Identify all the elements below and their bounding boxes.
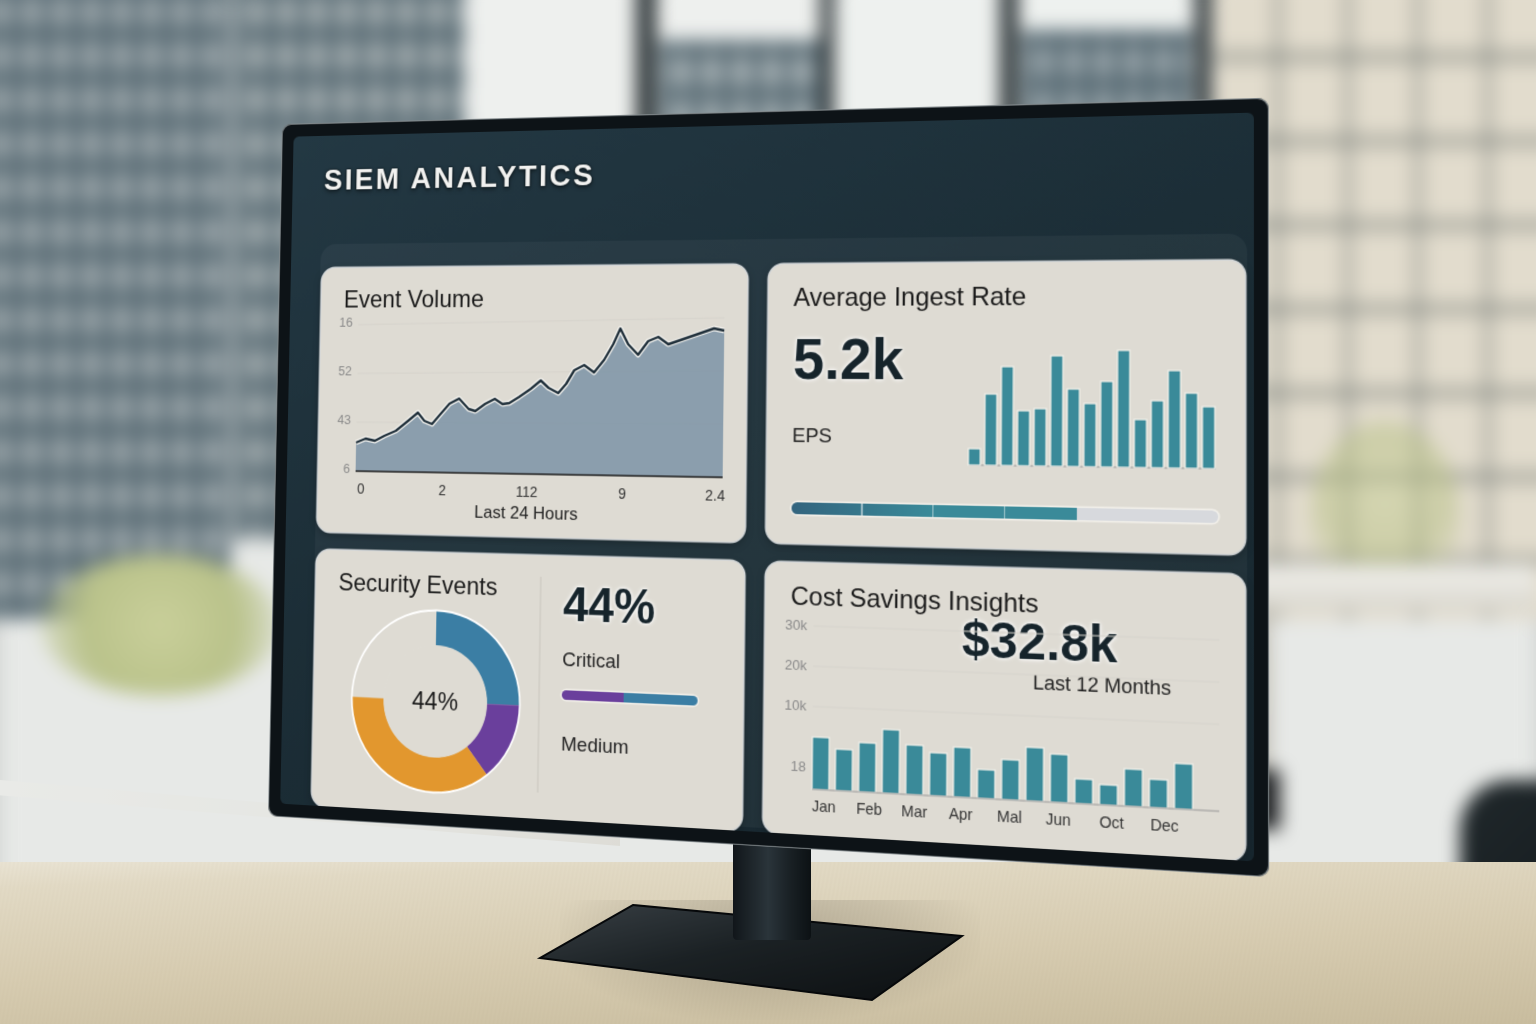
svg-text:9: 9: [618, 486, 626, 502]
svg-text:0: 0: [357, 481, 365, 497]
svg-text:18: 18: [791, 757, 806, 774]
svg-text:2: 2: [438, 483, 446, 499]
svg-text:Dec: Dec: [1150, 816, 1179, 835]
svg-text:Oct: Oct: [1099, 814, 1124, 833]
svg-text:20k: 20k: [785, 656, 808, 673]
svg-text:10k: 10k: [784, 696, 807, 714]
svg-text:Apr: Apr: [949, 805, 973, 823]
svg-text:Mar: Mar: [901, 803, 928, 821]
svg-text:Jan: Jan: [812, 798, 836, 816]
svg-text:Mal: Mal: [997, 808, 1022, 827]
svg-text:43: 43: [337, 412, 351, 428]
svg-text:52: 52: [338, 363, 352, 379]
svg-text:2.4: 2.4: [705, 487, 725, 504]
svg-text:Jun: Jun: [1046, 811, 1071, 830]
svg-text:112: 112: [516, 484, 538, 500]
svg-text:Feb: Feb: [856, 800, 882, 818]
svg-text:44%: 44%: [412, 686, 459, 716]
svg-text:30k: 30k: [785, 616, 808, 633]
